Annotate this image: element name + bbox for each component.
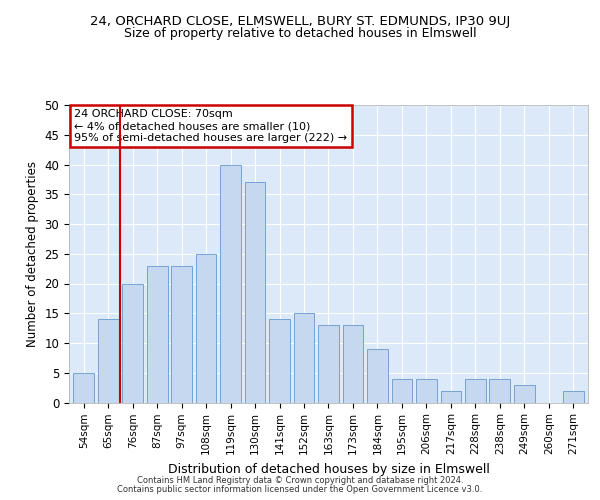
Bar: [343, 325, 364, 402]
Bar: [318, 325, 339, 402]
X-axis label: Distribution of detached houses by size in Elmswell: Distribution of detached houses by size …: [167, 462, 490, 475]
Bar: [293, 313, 314, 402]
Bar: [392, 378, 412, 402]
Bar: [269, 319, 290, 402]
Bar: [220, 164, 241, 402]
Bar: [122, 284, 143, 403]
Bar: [196, 254, 217, 402]
Bar: [440, 390, 461, 402]
Text: 24, ORCHARD CLOSE, ELMSWELL, BURY ST. EDMUNDS, IP30 9UJ: 24, ORCHARD CLOSE, ELMSWELL, BURY ST. ED…: [90, 15, 510, 28]
Bar: [98, 319, 119, 402]
Bar: [147, 266, 167, 402]
Bar: [245, 182, 265, 402]
Y-axis label: Number of detached properties: Number of detached properties: [26, 161, 39, 347]
Bar: [490, 378, 510, 402]
Bar: [465, 378, 486, 402]
Bar: [416, 378, 437, 402]
Text: Contains HM Land Registry data © Crown copyright and database right 2024.: Contains HM Land Registry data © Crown c…: [137, 476, 463, 485]
Bar: [514, 384, 535, 402]
Text: Contains public sector information licensed under the Open Government Licence v3: Contains public sector information licen…: [118, 485, 482, 494]
Bar: [73, 373, 94, 402]
Bar: [563, 390, 584, 402]
Bar: [171, 266, 192, 402]
Bar: [367, 349, 388, 403]
Text: Size of property relative to detached houses in Elmswell: Size of property relative to detached ho…: [124, 28, 476, 40]
Text: 24 ORCHARD CLOSE: 70sqm
← 4% of detached houses are smaller (10)
95% of semi-det: 24 ORCHARD CLOSE: 70sqm ← 4% of detached…: [74, 110, 347, 142]
